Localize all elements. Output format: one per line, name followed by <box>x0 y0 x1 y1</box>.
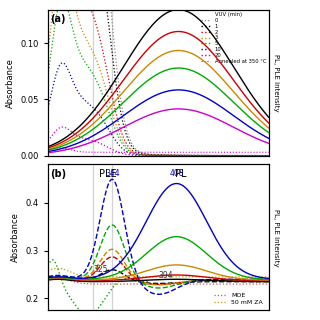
Legend: MOE, 50 mM ZA: MOE, 50 mM ZA <box>212 290 266 307</box>
Text: PL: PL <box>175 169 187 179</box>
Y-axis label: Absorbance: Absorbance <box>11 212 20 262</box>
Text: 408: 408 <box>169 169 184 178</box>
Y-axis label: Absorbance: Absorbance <box>6 58 15 108</box>
Text: (b): (b) <box>50 169 66 179</box>
Text: (a): (a) <box>50 14 66 24</box>
Text: PLE: PLE <box>99 169 116 179</box>
Text: 344: 344 <box>105 169 120 178</box>
Y-axis label: PL, PLE intensity: PL, PLE intensity <box>273 209 278 266</box>
Legend: VUV (min), 0, 1, 2, 3, 5, 10, 20, Annealed at 350 °C: VUV (min), 0, 1, 2, 3, 5, 10, 20, Anneal… <box>201 12 266 64</box>
Text: 325: 325 <box>93 265 108 274</box>
Y-axis label: PL, PLE intensity: PL, PLE intensity <box>273 54 278 111</box>
Text: 394: 394 <box>158 271 173 280</box>
